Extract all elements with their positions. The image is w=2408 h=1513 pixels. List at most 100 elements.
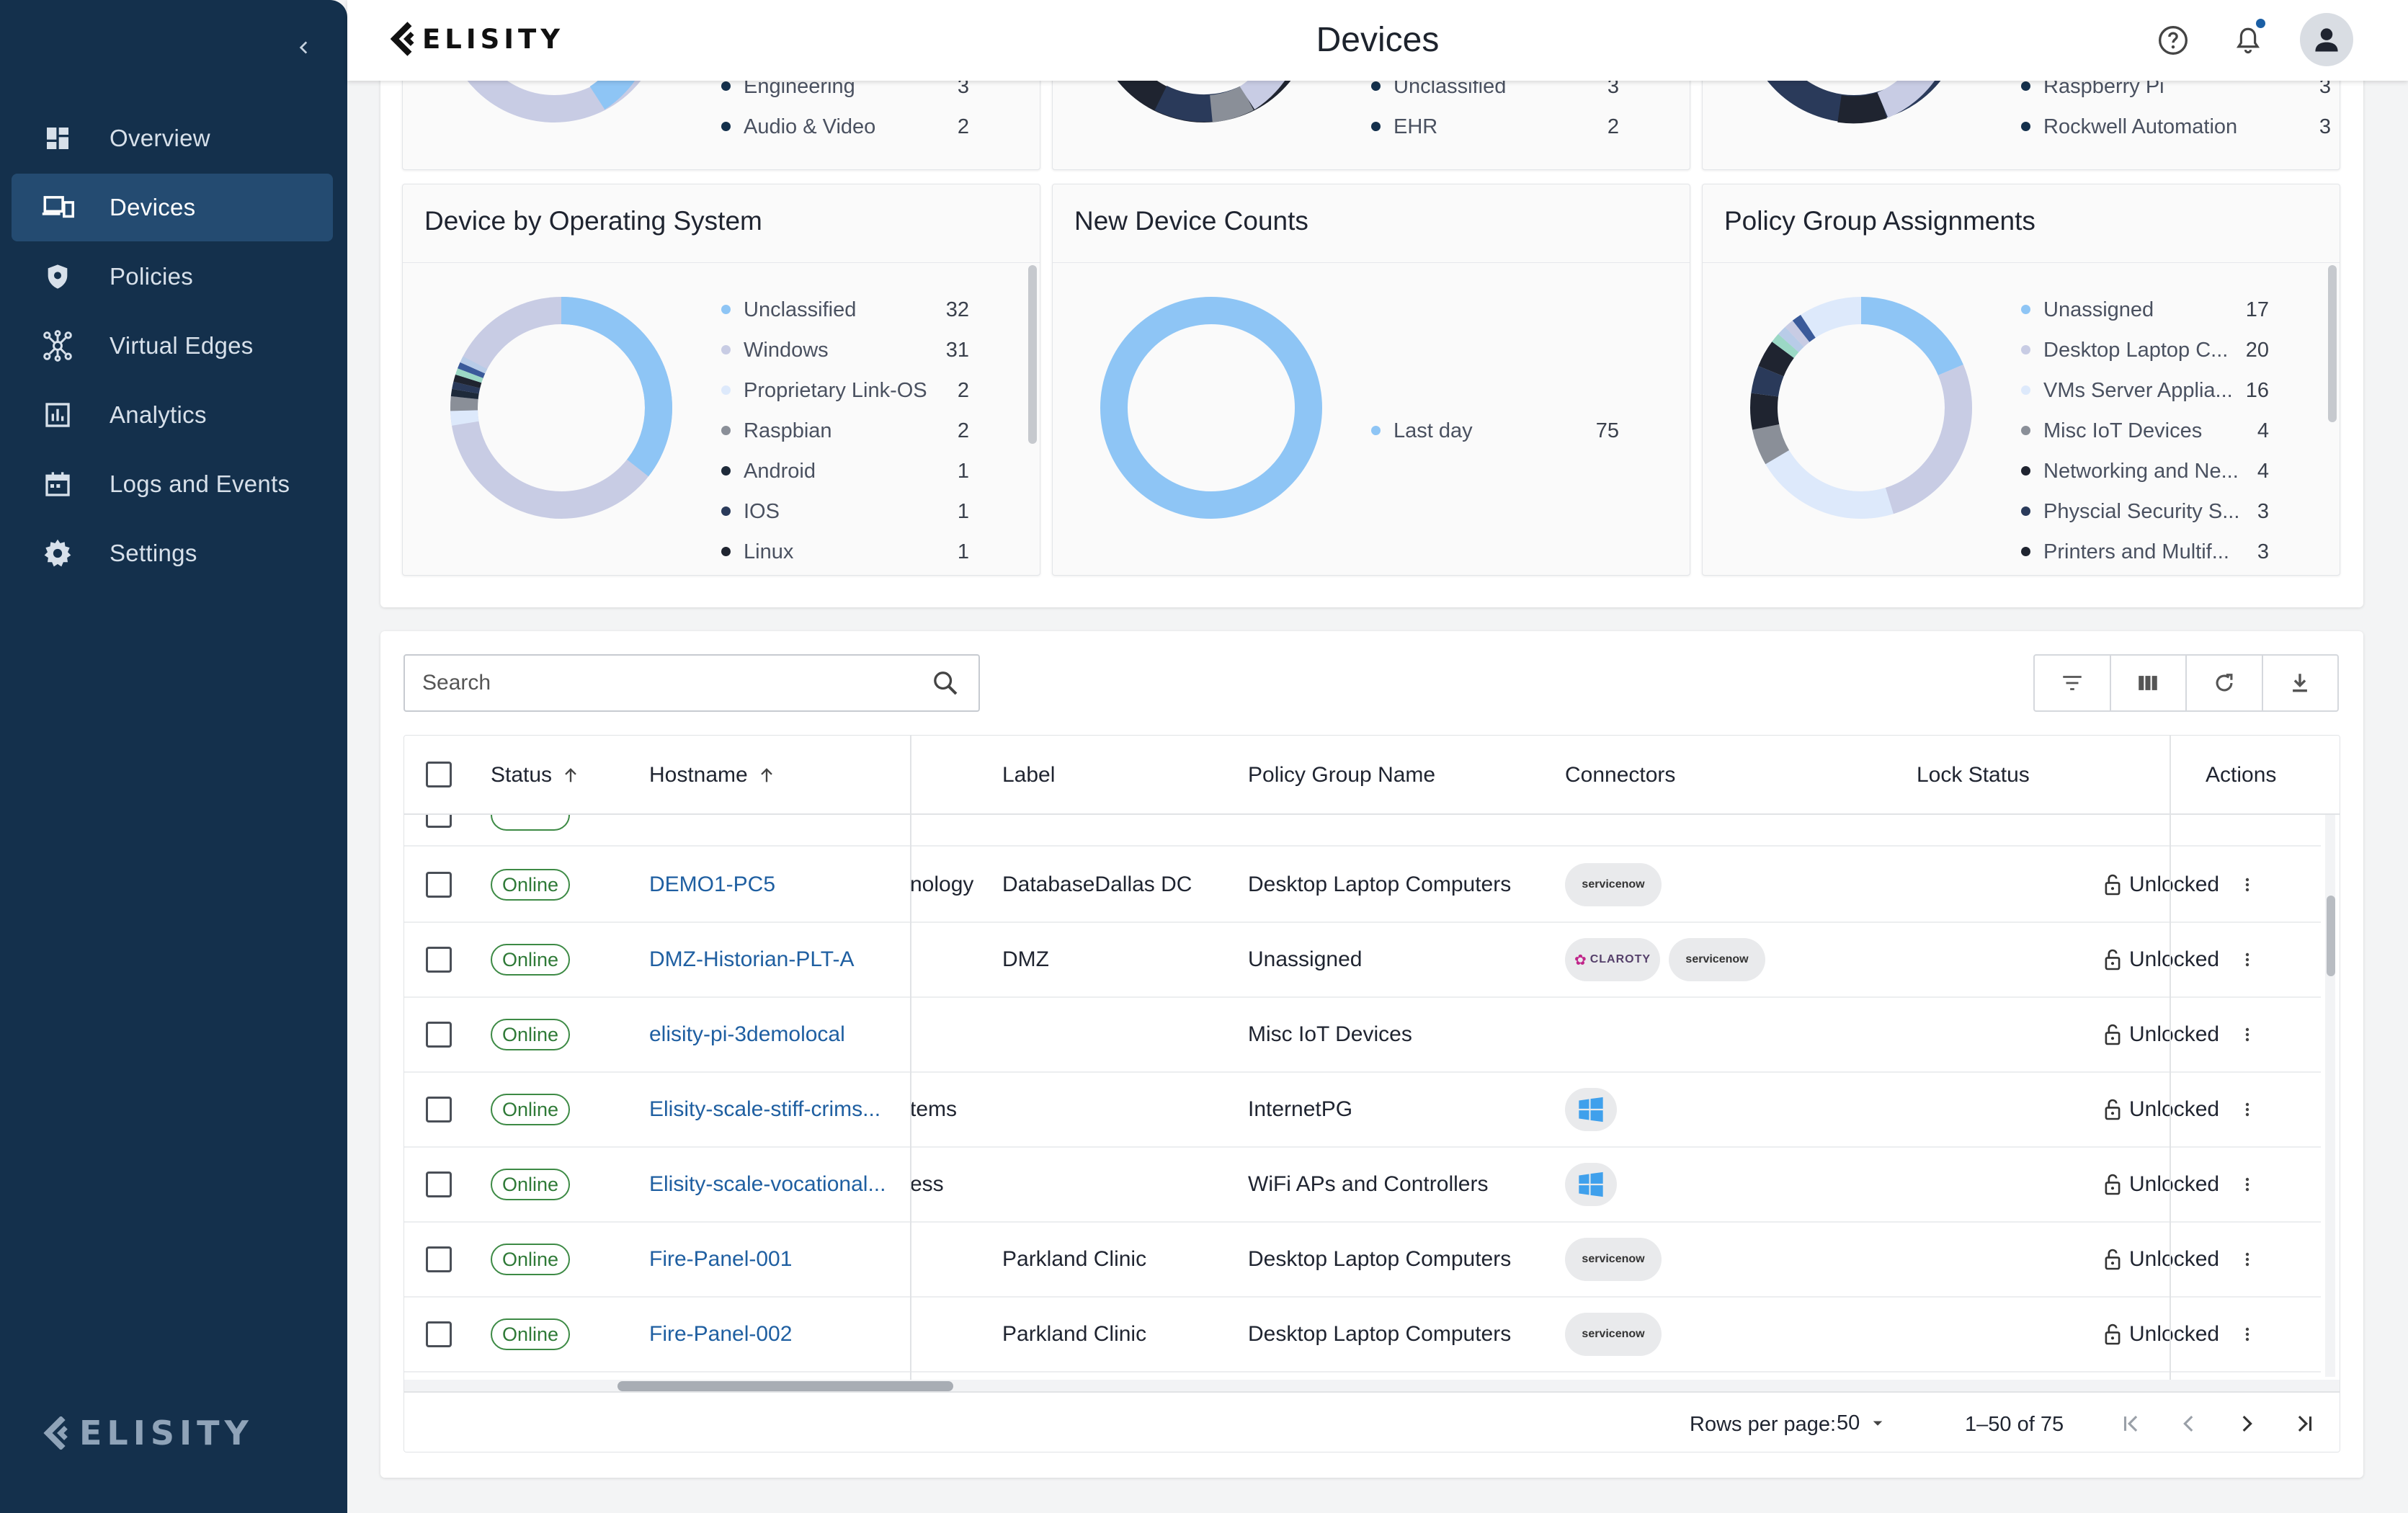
filter-button[interactable] (2035, 656, 2111, 710)
policy-group-cell: Misc IoT Devices (1248, 1022, 1412, 1046)
row-checkbox[interactable] (426, 872, 452, 898)
sidebar: Overview Devices Policies Virtual Edges (0, 0, 347, 1513)
table-row[interactable]: Online elisity-pi-3demolocal Misc IoT De… (404, 998, 2321, 1073)
refresh-icon (2216, 674, 2233, 692)
policy-group-cell: Desktop Laptop Computers (1248, 1247, 1512, 1271)
row-checkbox[interactable] (426, 1246, 452, 1272)
column-header-status[interactable]: Status (491, 763, 581, 787)
row-checkbox[interactable] (426, 1097, 452, 1123)
columns-button[interactable] (2111, 656, 2187, 710)
hostname-link[interactable]: DEMO1-PC5 (649, 872, 776, 896)
row-actions-button[interactable] (2237, 870, 2258, 899)
column-header-connectors[interactable]: Connectors (1565, 763, 1676, 787)
page-title: Devices (1316, 21, 1440, 59)
sidebar-item-virtual-edges[interactable]: Virtual Edges (12, 312, 333, 380)
legend-dot (1371, 425, 1381, 435)
table-row[interactable]: Online Elisity-scale-vocational... ess W… (404, 1148, 2321, 1223)
policy-group-cell: Unassigned (1248, 947, 1363, 971)
search-input[interactable] (422, 656, 912, 710)
notification-dot (2256, 19, 2265, 28)
select-all-checkbox[interactable] (426, 762, 452, 787)
column-header-label[interactable]: Label (1002, 763, 1056, 787)
sidebar-item-label: Overview (110, 125, 210, 151)
windows-logo-icon (1579, 1097, 1603, 1123)
servicenow-connector-badge: servicenow (1669, 938, 1765, 981)
legend-item: Proprietary Link-OS 2 (721, 379, 969, 403)
hostname-link[interactable]: Elisity-scale-stiff-crims... (649, 1097, 881, 1121)
lock-status: Unlocked (2103, 1247, 2219, 1272)
table-row[interactable]: Online DEMO1-PC5 nology DatabaseDallas D… (404, 848, 2321, 923)
sidebar-logo: ELISITY (43, 1414, 254, 1452)
row-actions-button[interactable] (2237, 1020, 2258, 1049)
servicenow-connector-badge: servicenow (1565, 1313, 1662, 1356)
sidebar-item-label: Logs and Events (110, 470, 290, 497)
legend-dot (2021, 81, 2030, 91)
sidebar-item-analytics[interactable]: Analytics (12, 381, 333, 449)
hostname-link[interactable]: DMZ-Historian-PLT-A (649, 947, 855, 971)
table-row[interactable]: Online Fire-Panel-002 Parkland Clinic De… (404, 1298, 2321, 1373)
column-header-actions: Actions (2206, 763, 2277, 787)
hostname-link[interactable]: Fire-Panel-001 (649, 1247, 793, 1271)
previous-page-button[interactable] (2171, 1406, 2207, 1442)
more-vertical-icon (2245, 1027, 2249, 1042)
download-button[interactable] (2263, 656, 2338, 710)
summary-panel: Engineering 3 Audio & Video 2 Unclassified… (380, 54, 2363, 607)
legend-scrollbar[interactable] (1028, 265, 1037, 444)
row-actions-button[interactable] (2237, 945, 2258, 974)
hostname-link[interactable]: Elisity-scale-vocational... (649, 1172, 886, 1196)
next-page-button[interactable] (2229, 1406, 2265, 1442)
columns-icon (2139, 676, 2157, 690)
notifications-button[interactable] (2229, 19, 2267, 59)
collapse-sidebar-button[interactable] (287, 30, 321, 65)
column-header-hostname[interactable]: Hostname (649, 763, 777, 787)
last-page-button[interactable] (2286, 1406, 2322, 1442)
column-header-policy-group[interactable]: Policy Group Name (1248, 763, 1436, 787)
policy-group-cell: Desktop Laptop Computers (1248, 872, 1512, 896)
table-row[interactable]: Online DMZ-Historian-PLT-A DMZ Unassigne… (404, 923, 2321, 998)
more-vertical-icon (2245, 1252, 2249, 1267)
hostname-link[interactable]: Fire-Panel-002 (649, 1322, 793, 1346)
refresh-button[interactable] (2187, 656, 2263, 710)
header-logo[interactable]: ELISITY (391, 22, 564, 56)
legend-dot (721, 121, 731, 131)
table-row[interactable]: Online Fire-Panel-001 Parkland Clinic De… (404, 1223, 2321, 1298)
rows-per-page-label: Rows per page: (1690, 1413, 1837, 1436)
vertical-scrollbar[interactable] (2327, 896, 2335, 976)
rows-per-page-select[interactable]: 50 (1837, 1409, 1889, 1437)
policy-group-cell: InternetPG (1248, 1097, 1353, 1121)
pinned-column-divider (2170, 736, 2171, 1384)
row-checkbox[interactable] (426, 1321, 452, 1347)
hostname-link[interactable]: elisity-pi-3demolocal (649, 1022, 845, 1046)
sidebar-item-devices[interactable]: Devices (12, 174, 333, 241)
lock-status: Unlocked (2103, 947, 2219, 972)
row-actions-button[interactable] (2237, 1245, 2258, 1274)
row-checkbox[interactable] (426, 947, 452, 973)
lock-status: Unlocked (2103, 1022, 2219, 1047)
row-checkbox[interactable] (426, 1022, 452, 1048)
help-button[interactable] (2154, 22, 2192, 59)
sidebar-item-overview[interactable]: Overview (12, 104, 333, 172)
row-checkbox[interactable] (426, 1171, 452, 1197)
row-checkbox[interactable] (426, 815, 452, 828)
legend-item: Rockwell Automation 3 (2021, 115, 2331, 139)
lock-status: Unlocked (2103, 1322, 2219, 1347)
legend-scrollbar[interactable] (2328, 265, 2337, 422)
sidebar-item-logs-and-events[interactable]: Logs and Events (12, 450, 333, 518)
sidebar-item-settings[interactable]: Settings (12, 519, 333, 587)
column-header-lock-status[interactable]: Lock Status (1917, 763, 2030, 787)
legend-dot (1371, 121, 1381, 131)
legend-item: Desktop Laptop C... 20 (2021, 339, 2269, 362)
sidebar-item-policies[interactable]: Policies (12, 243, 333, 311)
os-donut-chart (450, 297, 672, 519)
table-row[interactable]: Online Elisity-scale-stiff-crims... tems… (404, 1073, 2321, 1148)
search-icon[interactable] (931, 669, 960, 701)
horizontal-scrollbar[interactable] (617, 1381, 953, 1391)
table-row-partial (404, 815, 2321, 847)
legend-dot (721, 81, 731, 91)
row-actions-button[interactable] (2237, 1320, 2258, 1349)
status-chip: Online (491, 1318, 571, 1350)
row-actions-button[interactable] (2237, 1170, 2258, 1199)
row-actions-button[interactable] (2237, 1095, 2258, 1124)
first-page-button[interactable] (2113, 1406, 2149, 1442)
user-avatar[interactable] (2300, 13, 2353, 66)
